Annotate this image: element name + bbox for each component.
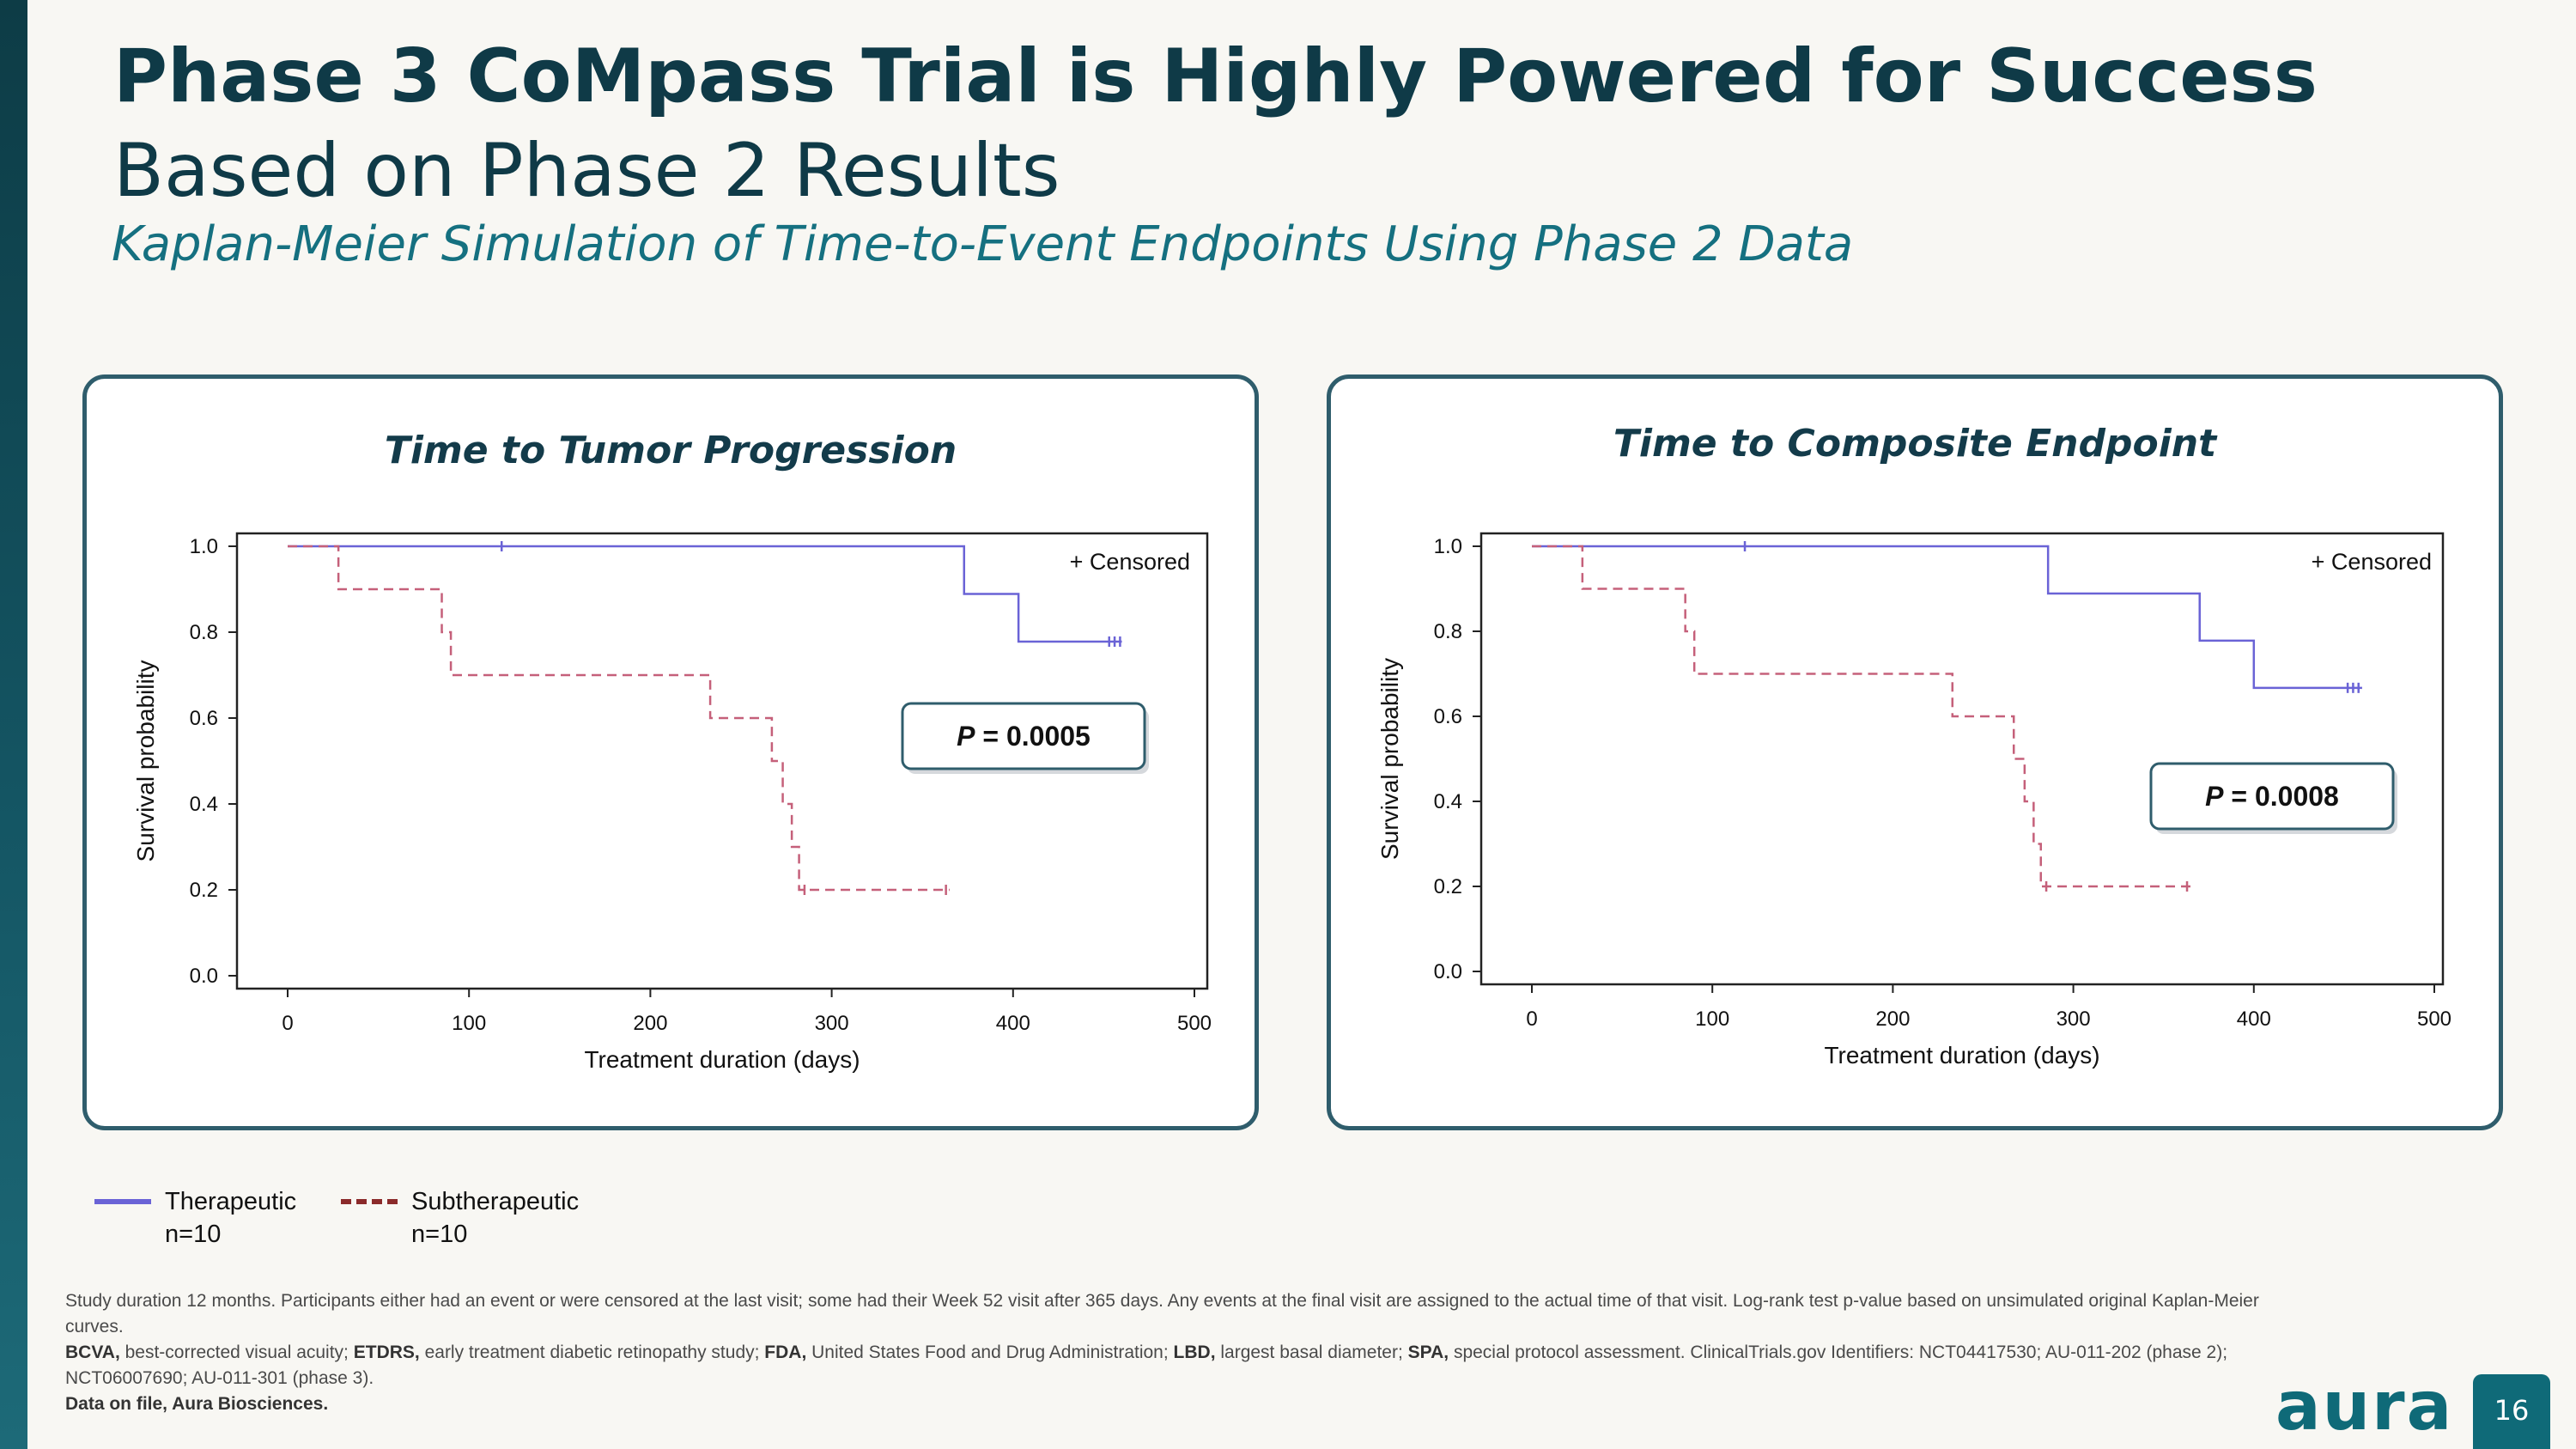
legend-swatch-solid [94,1199,151,1204]
km-curve-therapeutic [288,545,1122,643]
chart-panel-tumor-progression: Time to Tumor Progression 0 100 200 300 400 5… [82,374,1259,1130]
y-tick-label: 0.8 [190,621,218,644]
x-tick-label: 200 [633,1012,667,1035]
y-tick-label: 0.4 [1434,790,1462,813]
title-bold: Phase 3 CoMpass Trial is Highly Powered … [113,33,2318,119]
page-number: 16 [2473,1374,2550,1449]
y-tick-label: 0.6 [190,707,218,730]
y-tick-label: 0.4 [190,793,218,816]
x-tick-label: 300 [2057,1008,2091,1031]
km-curve-subtherapeutic [288,545,950,892]
pvalue-label: P = 0.0005 [957,721,1091,752]
x-tick-label: 100 [1695,1008,1729,1031]
chart-title: Time to Tumor Progression [384,429,957,472]
km-curve-subtherapeutic [1532,545,2191,888]
page-subtitle: Kaplan-Meier Simulation of Time-to-Event… [112,216,1854,272]
x-tick-label: 0 [1526,1008,1537,1031]
x-tick-label: 400 [2237,1008,2271,1031]
legend-label: Therapeutic [165,1188,297,1215]
pvalue-label: P = 0.0008 [2205,781,2339,812]
chart-panel-composite-endpoint: Time to Composite Endpoint 0 100 200 300 400… [1327,374,2503,1130]
x-tick-label: 300 [815,1012,849,1035]
y-tick-label: 0.2 [190,879,218,902]
y-tick-label: 0.0 [1434,960,1462,983]
censored-legend: + Censored [2312,549,2432,575]
footnote: Study duration 12 months. Participants e… [65,1288,2263,1417]
x-tick-label: 200 [1875,1008,1910,1031]
censored-legend: + Censored [1070,549,1190,575]
legend-sublabel: n=10 [411,1221,468,1248]
legend-label: Subtherapeutic [411,1188,580,1215]
plot-frame [235,532,1209,990]
legend-sublabel: n=10 [165,1221,222,1248]
x-axis-label: Treatment duration (days) [1824,1042,2099,1068]
y-tick-label: 1.0 [190,535,218,558]
y-tick-label: 0.8 [1434,620,1462,643]
legend-swatch-dashed [341,1199,398,1204]
pvalue-box [2149,762,2395,831]
x-tick-label: 400 [996,1012,1030,1035]
y-axis-label: Survival probability [1376,658,1403,860]
km-chart-tumor-progression: 0 100 200 300 400 500 0.0 0.2 0.4 0.6 0.8 1.0 Treatm… [132,532,1212,1073]
x-tick-label: 0 [282,1012,293,1035]
y-axis-label: Survival probability [132,661,159,862]
plot-frame [1479,532,2445,986]
y-tick-label: 0.6 [1434,705,1462,728]
x-tick-label: 100 [452,1012,486,1035]
side-accent-bar [0,0,27,1449]
x-tick-label: 500 [1177,1012,1212,1035]
x-axis-label: Treatment duration (days) [584,1046,860,1073]
y-tick-label: 0.2 [1434,875,1462,898]
page-title: Phase 3 CoMpass Trial is Highly Powered … [113,29,2483,218]
footnote-study: Study duration 12 months. Participants e… [65,1291,2259,1336]
km-chart-composite-endpoint: 0 100 200 300 400 500 0.0 0.2 0.4 0.6 0.8 1.0 Treatm… [1376,532,2451,1068]
footnote-source: Data on file, Aura Biosciences. [65,1394,329,1414]
title-light: Based on Phase 2 Results [113,128,1060,214]
chart-title: Time to Composite Endpoint [1613,422,2217,466]
footnote-abbreviations: BCVA, best-corrected visual acuity; ETDR… [65,1342,2228,1388]
x-tick-label: 500 [2417,1008,2451,1031]
aura-logo: aura [2275,1368,2454,1446]
y-tick-label: 1.0 [1434,535,1462,558]
y-tick-label: 0.0 [190,965,218,988]
pvalue-box [901,702,1146,770]
km-curve-therapeutic [1532,545,2362,690]
